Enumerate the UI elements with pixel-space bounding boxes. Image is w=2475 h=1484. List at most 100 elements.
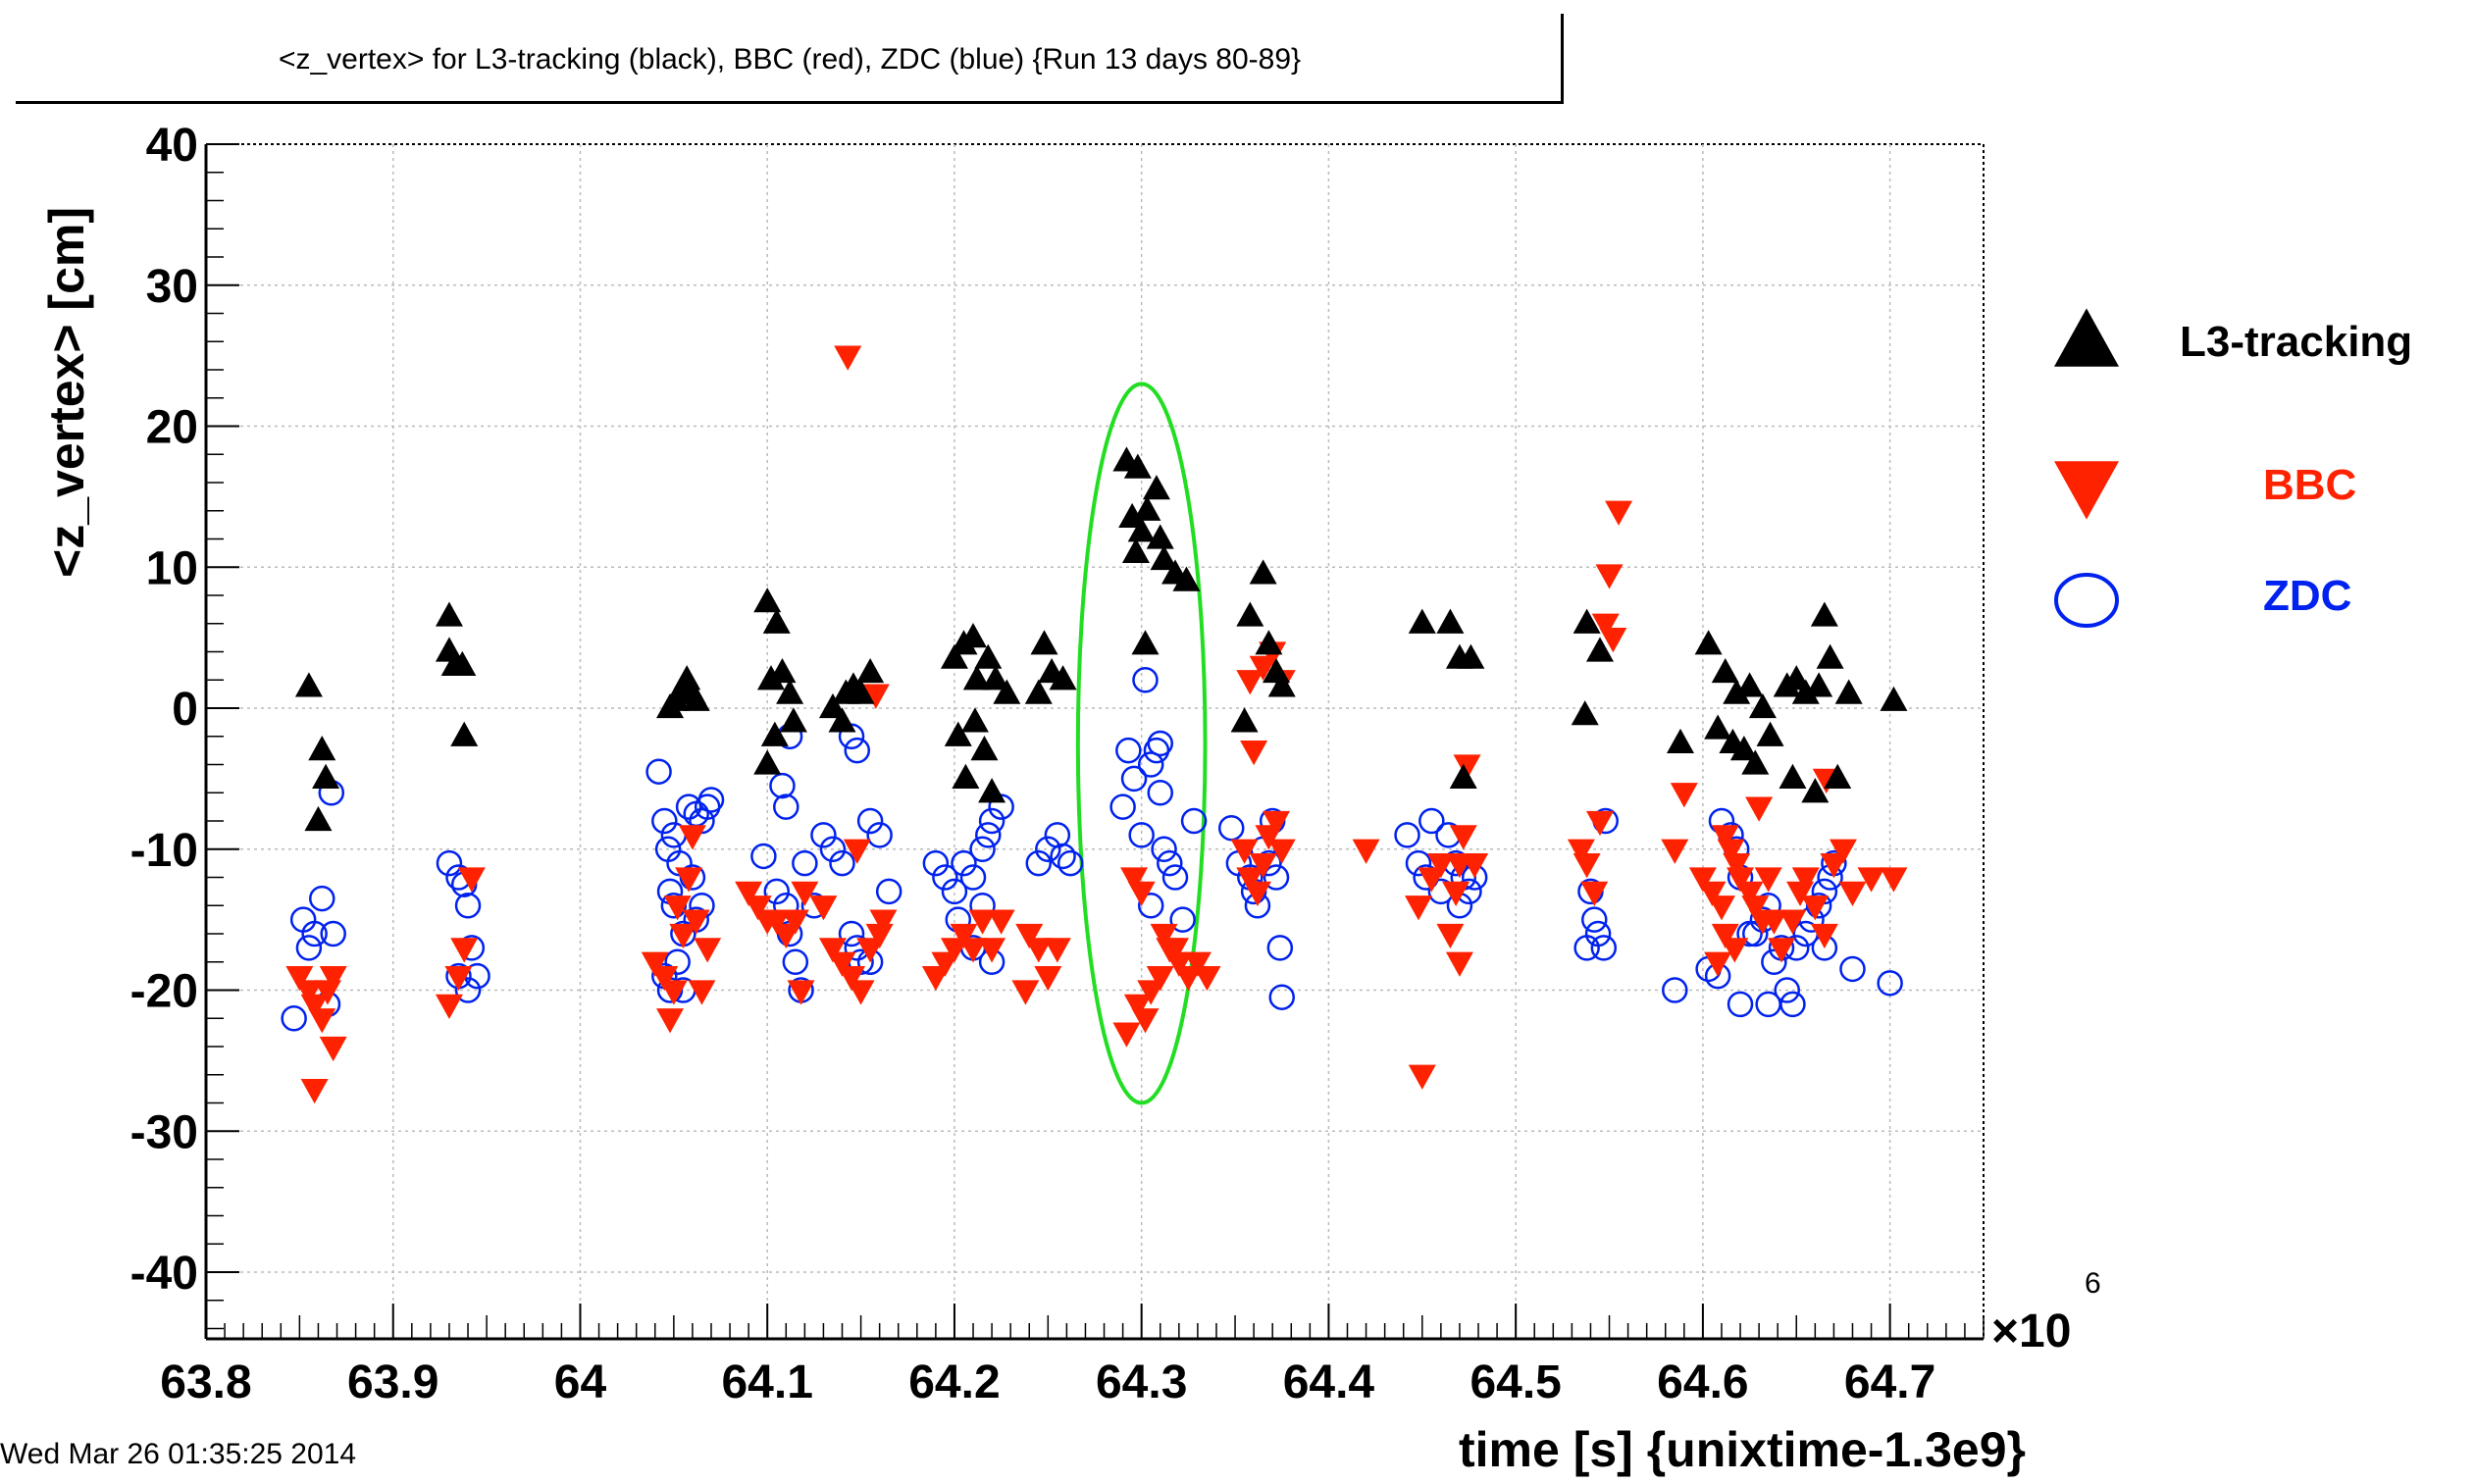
- l3-point: [981, 665, 1009, 691]
- l3-point: [1585, 637, 1614, 662]
- l3-point: [944, 721, 972, 746]
- l3-point: [1449, 763, 1477, 789]
- grid: [206, 143, 1985, 1339]
- zdc-point: [769, 772, 796, 799]
- zdc-point: [1268, 984, 1295, 1010]
- l3-point: [1779, 763, 1807, 789]
- bbc-point: [1585, 810, 1614, 837]
- bbc-point: [834, 345, 862, 371]
- l3-point: [1118, 502, 1147, 529]
- zdc-point: [1774, 977, 1800, 1003]
- zdc-point: [1394, 822, 1420, 848]
- l3-point: [974, 643, 1003, 669]
- l3-point: [673, 665, 701, 691]
- zdc-point: [1050, 843, 1076, 870]
- bbc-point: [950, 923, 978, 949]
- bbc-point: [978, 938, 1006, 963]
- bbc-point: [865, 923, 894, 949]
- l3-point: [1880, 686, 1908, 711]
- bbc-point: [450, 938, 479, 963]
- l3-point: [1571, 700, 1599, 726]
- l3-point: [312, 763, 340, 789]
- chart-title: <z_vertex> for L3-tracking (black), BBC …: [278, 43, 1302, 76]
- zdc-point: [1742, 920, 1769, 947]
- zdc-point: [1161, 864, 1189, 891]
- l3-point: [1146, 524, 1174, 549]
- zdc-point: [1109, 793, 1136, 820]
- bbc-point: [1567, 839, 1595, 864]
- zdc-point: [829, 849, 855, 877]
- l3-point: [768, 657, 797, 684]
- l3-point: [970, 736, 999, 761]
- l3-point: [1457, 643, 1485, 669]
- bbc-point: [319, 1036, 347, 1062]
- x-tick-label: 64.2: [908, 1356, 1000, 1408]
- title-box: <z_vertex> for L3-tracking (black), BBC …: [16, 14, 1564, 104]
- bbc-point: [856, 938, 885, 963]
- zdc-point: [1581, 906, 1608, 933]
- zdc-point: [320, 920, 346, 947]
- zdc-point: [1405, 849, 1432, 877]
- bbc-point: [1043, 938, 1071, 963]
- zdc-point: [309, 885, 335, 912]
- bbc-point: [300, 994, 329, 1019]
- l3-point: [1267, 672, 1296, 697]
- x-tick-label: 64.1: [721, 1356, 812, 1408]
- zdc-point: [932, 864, 958, 891]
- bbc-point: [869, 909, 898, 935]
- bbc-point: [1263, 810, 1291, 837]
- l3-point: [435, 601, 463, 627]
- data-points: [281, 345, 1908, 1104]
- zdc-point: [959, 864, 987, 891]
- bbc-point: [1174, 966, 1203, 992]
- bbc-point: [1711, 923, 1739, 949]
- l3-point: [1748, 692, 1777, 719]
- bbc-point: [1436, 923, 1465, 949]
- l3-point: [1834, 679, 1863, 704]
- bbc-point: [1164, 951, 1193, 977]
- zdc-point: [675, 793, 702, 820]
- l3-point: [1756, 721, 1784, 746]
- bbc-point: [843, 839, 871, 864]
- bbc-point: [1760, 909, 1788, 935]
- bbc-point: [678, 825, 706, 850]
- l3-point: [1408, 608, 1436, 634]
- l3-point: [1049, 665, 1077, 691]
- zdc-point: [1151, 836, 1177, 862]
- bbc-point: [1838, 881, 1867, 906]
- zdc-point: [844, 737, 871, 764]
- l3-point: [1573, 608, 1601, 634]
- zdc-point: [792, 849, 818, 877]
- l3-point: [856, 657, 885, 684]
- bbc-point: [1599, 628, 1627, 653]
- x-tick-label: 64.7: [1844, 1356, 1935, 1408]
- zdc-point: [1590, 935, 1618, 961]
- zdc-point: [1217, 814, 1245, 842]
- zdc-point: [810, 822, 837, 848]
- bbc-point: [457, 867, 486, 893]
- bbc-point: [656, 1008, 685, 1034]
- l3-point: [952, 763, 980, 789]
- l3-point: [1030, 630, 1058, 655]
- axis-labels: <z_vertex> [cm] time [s] {unixtime-1.3e9…: [39, 207, 2101, 1477]
- l3-point: [828, 707, 856, 733]
- l3-point: [1133, 495, 1161, 521]
- y-tick-label: 40: [146, 120, 198, 172]
- bbc-point: [659, 980, 688, 1005]
- zdc-point: [1755, 991, 1781, 1018]
- bbc-point: [1267, 839, 1296, 864]
- l3-point: [1729, 736, 1758, 761]
- legend-triangle-down-icon: [2054, 461, 2119, 520]
- bbc-point: [931, 951, 959, 977]
- bbc-point: [921, 966, 950, 992]
- zdc-point: [1573, 935, 1600, 961]
- l3-point: [1824, 763, 1852, 789]
- zdc-point: [1761, 948, 1787, 975]
- y-tick-label: 10: [146, 542, 198, 594]
- l3-point: [1801, 778, 1830, 803]
- legend: [2054, 308, 2119, 628]
- zdc-point: [978, 807, 1005, 835]
- l3-point: [1805, 672, 1833, 697]
- bbc-point: [669, 923, 697, 949]
- l3-point: [959, 623, 988, 648]
